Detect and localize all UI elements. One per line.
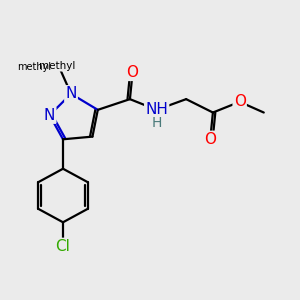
Text: N: N [44,108,55,123]
Text: methyl: methyl [40,61,76,71]
Text: methyl: methyl [17,62,51,72]
Text: O: O [127,65,139,80]
Text: O: O [234,94,246,109]
Text: NH: NH [145,102,168,117]
Text: O: O [204,132,216,147]
Text: N: N [65,86,77,101]
Text: Cl: Cl [56,239,70,254]
Text: H: H [152,116,162,130]
